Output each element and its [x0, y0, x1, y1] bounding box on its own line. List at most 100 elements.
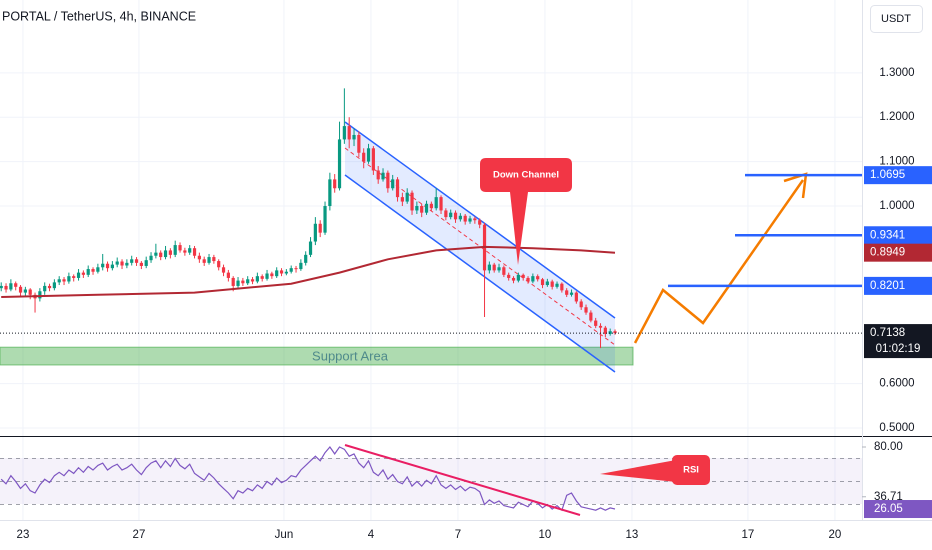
rsi-callout-text: RSI	[683, 465, 699, 476]
candle-body	[192, 248, 197, 256]
candle-body	[497, 267, 501, 271]
rsi-callout-pointer	[600, 460, 676, 482]
chart-title: PORTAL / TetherUS, 4h, BINANCE	[2, 9, 196, 23]
candle-body	[120, 261, 124, 266]
price-badge-label: 0.8201	[870, 280, 905, 292]
rsi-trendline	[344, 444, 581, 516]
support-area-label: Support Area	[312, 348, 389, 363]
candle-body	[337, 139, 342, 189]
price-badge	[864, 166, 932, 185]
candle-body	[574, 292, 578, 302]
candle-body	[57, 279, 61, 283]
candle-body	[434, 197, 438, 209]
candle-body	[304, 254, 308, 263]
candle-body	[608, 331, 612, 334]
candle-body	[255, 276, 259, 282]
callout-box	[480, 158, 572, 265]
candle-body	[453, 212, 458, 220]
candle-body	[265, 273, 269, 279]
candle-body	[584, 307, 588, 313]
candle-body	[279, 270, 284, 274]
rsi-line	[0, 446, 616, 512]
candle-body	[405, 192, 409, 202]
candle-body	[217, 261, 221, 268]
candle-body	[115, 261, 119, 265]
candle-body	[328, 179, 332, 207]
currency-box[interactable]	[870, 5, 923, 33]
candle-body	[183, 250, 187, 253]
x-tick-label: 17	[742, 529, 755, 541]
candle-body	[289, 268, 293, 272]
candle-body	[395, 179, 400, 198]
rsi-callout-box	[672, 455, 710, 485]
candle-body	[52, 282, 56, 289]
candle-body	[149, 255, 153, 261]
candle-body	[347, 126, 351, 140]
price-badge-label: 0.8949	[870, 247, 905, 259]
candle-body	[420, 206, 424, 213]
candle-body	[415, 206, 419, 211]
candle-body	[226, 272, 230, 278]
candle-body	[221, 267, 226, 273]
candle-body	[536, 276, 540, 280]
candle-body	[362, 152, 366, 162]
candle-body	[47, 285, 52, 289]
candle-body	[202, 259, 206, 263]
candle-body	[294, 268, 298, 270]
candle-body	[511, 277, 516, 281]
candle-body	[594, 320, 598, 326]
candle-body	[323, 206, 327, 233]
rsi-tick-label: 80.00	[874, 441, 903, 453]
candle-body	[603, 327, 607, 334]
candle-body	[0, 285, 3, 289]
candle-body	[4, 285, 8, 290]
candle-body	[275, 270, 279, 277]
price-badge	[864, 243, 932, 262]
candle-body	[487, 264, 491, 271]
candle-body	[154, 252, 158, 256]
candle-body	[110, 264, 114, 269]
price-badge	[864, 324, 932, 359]
grid	[0, 0, 862, 520]
candle-body	[371, 148, 375, 171]
candle-body	[270, 273, 274, 277]
candle-body	[23, 289, 27, 293]
rsi-badge	[864, 500, 932, 519]
y-tick-label: 0.5000	[879, 422, 914, 434]
candle-body	[473, 218, 477, 221]
candle-body	[352, 134, 356, 140]
candle-body	[62, 279, 66, 282]
candle-body	[159, 252, 163, 258]
support-zone: Support Area	[0, 346, 634, 366]
candle-body	[545, 281, 549, 286]
candle-body	[598, 325, 603, 328]
candle-body	[130, 259, 134, 263]
support-area	[0, 346, 634, 366]
candle-body	[449, 212, 453, 218]
candle-body	[492, 264, 496, 271]
candle-body	[231, 277, 235, 286]
candle-body	[313, 223, 317, 242]
candles	[0, 88, 617, 512]
candle-body	[101, 263, 105, 268]
candle-body	[439, 197, 443, 211]
candle-body	[38, 291, 42, 299]
price-badge-label: 0.9341	[870, 229, 905, 241]
candle-body	[550, 281, 554, 287]
candle-body	[555, 283, 559, 287]
x-tick-label: 7	[455, 529, 461, 541]
candle-body	[560, 283, 564, 291]
candle-body	[28, 289, 32, 295]
candle-body	[18, 286, 23, 293]
candle-body	[139, 262, 143, 266]
candle-body	[613, 331, 617, 334]
y-tick-label: 1.1000	[879, 156, 914, 168]
y-tick-label: 1.3000	[879, 67, 914, 79]
x-tick-label: 10	[539, 529, 552, 541]
candle-body	[125, 262, 129, 266]
candle-body	[134, 259, 139, 263]
candle-body	[531, 276, 535, 282]
candle-body	[173, 245, 177, 255]
